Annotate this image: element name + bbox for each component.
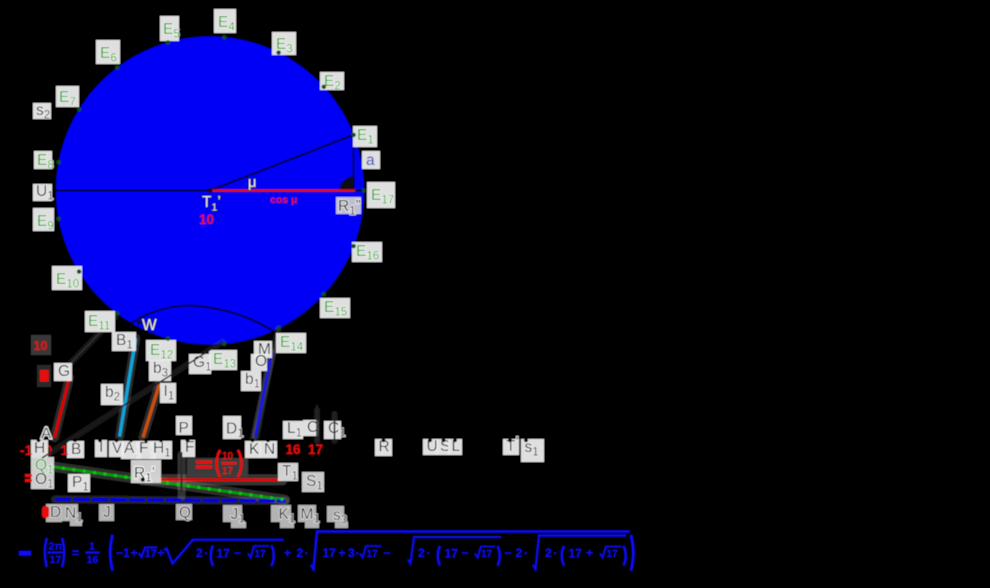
svg-text:−: − bbox=[462, 546, 469, 560]
svg-text:·: · bbox=[305, 546, 309, 560]
svg-text:17: 17 bbox=[367, 549, 379, 560]
svg-text:J: J bbox=[103, 504, 111, 521]
svg-text:E13: E13 bbox=[213, 351, 236, 371]
svg-text:+: + bbox=[586, 546, 593, 560]
svg-text:B: B bbox=[71, 441, 81, 458]
svg-text:U: U bbox=[427, 438, 438, 455]
svg-text:17: 17 bbox=[323, 546, 337, 560]
svg-text:a: a bbox=[366, 152, 375, 169]
svg-text:C: C bbox=[307, 419, 318, 436]
svg-text:G: G bbox=[58, 363, 70, 380]
svg-text:+: + bbox=[131, 546, 138, 560]
svg-text:=: = bbox=[72, 546, 79, 560]
svg-text:0: 0 bbox=[45, 442, 53, 458]
svg-text:R: R bbox=[379, 439, 390, 456]
svg-text:16: 16 bbox=[286, 442, 302, 457]
svg-text:17: 17 bbox=[145, 548, 157, 560]
svg-text:·: · bbox=[524, 546, 528, 560]
svg-text:L: L bbox=[452, 438, 461, 455]
svg-text:·: · bbox=[554, 546, 558, 560]
svg-text:17: 17 bbox=[569, 547, 583, 561]
svg-text:16: 16 bbox=[87, 554, 99, 566]
svg-text:17: 17 bbox=[445, 547, 459, 561]
svg-text:2: 2 bbox=[196, 546, 203, 560]
svg-text:·: · bbox=[205, 546, 209, 560]
svg-text:S: S bbox=[440, 438, 450, 455]
svg-text:10: 10 bbox=[199, 212, 214, 227]
svg-text:−1: −1 bbox=[116, 546, 130, 560]
svg-text:Q: Q bbox=[179, 505, 191, 522]
svg-text:2: 2 bbox=[516, 546, 523, 560]
svg-text:17: 17 bbox=[222, 466, 234, 477]
svg-text:2: 2 bbox=[418, 546, 425, 560]
svg-text:2π: 2π bbox=[49, 541, 63, 553]
svg-text:17: 17 bbox=[217, 547, 231, 561]
svg-text:R1”: R1” bbox=[338, 198, 361, 218]
svg-text:−: − bbox=[384, 546, 391, 560]
svg-text:K: K bbox=[249, 441, 260, 458]
svg-text:·: · bbox=[427, 546, 431, 560]
svg-text:T1’: T1’ bbox=[202, 194, 221, 214]
svg-text:V: V bbox=[112, 440, 123, 457]
svg-text:2: 2 bbox=[297, 546, 304, 560]
svg-text:O: O bbox=[255, 353, 267, 370]
svg-text:·: · bbox=[356, 546, 360, 560]
svg-text:−: − bbox=[505, 546, 512, 560]
svg-text:F: F bbox=[185, 439, 194, 456]
svg-text:+: + bbox=[158, 546, 165, 560]
svg-text:17: 17 bbox=[255, 549, 267, 560]
svg-text:I: I bbox=[99, 439, 103, 456]
svg-text:N: N bbox=[264, 441, 275, 458]
svg-text:cos μ: cos μ bbox=[270, 194, 297, 206]
svg-text:R1’: R1’ bbox=[134, 465, 155, 485]
svg-text:A: A bbox=[41, 426, 52, 443]
svg-text:1: 1 bbox=[61, 442, 69, 458]
svg-text:10: 10 bbox=[222, 451, 234, 462]
svg-text:10: 10 bbox=[34, 339, 48, 353]
svg-text:P: P bbox=[179, 420, 189, 437]
svg-text:17: 17 bbox=[607, 549, 619, 560]
svg-text:-1: -1 bbox=[20, 442, 33, 458]
svg-text:+: + bbox=[339, 546, 346, 560]
svg-text:−: − bbox=[234, 546, 241, 560]
svg-text:H: H bbox=[34, 440, 45, 457]
svg-text:μ: μ bbox=[248, 175, 256, 191]
svg-text:D: D bbox=[50, 504, 61, 521]
svg-text:2: 2 bbox=[545, 546, 552, 560]
svg-text:1: 1 bbox=[89, 541, 95, 553]
svg-text:3: 3 bbox=[348, 546, 355, 560]
svg-text:17: 17 bbox=[481, 549, 493, 560]
svg-text:W: W bbox=[142, 317, 157, 334]
svg-text:I1: I1 bbox=[164, 383, 175, 403]
svg-text:+: + bbox=[284, 546, 291, 560]
svg-text:17: 17 bbox=[50, 554, 62, 566]
svg-text:17: 17 bbox=[308, 442, 323, 457]
